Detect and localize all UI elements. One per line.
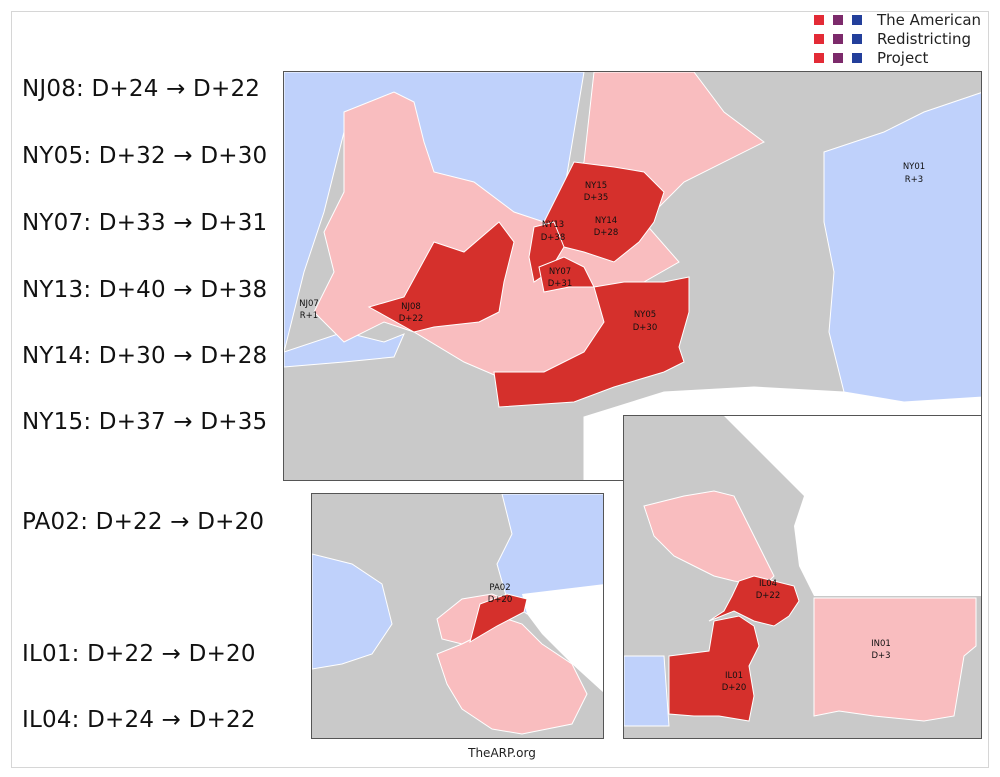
district-ny15-ny14 [543,161,665,263]
district-il-blue [624,655,670,727]
label-pa02-name: PA02 [489,583,510,593]
label-ny05-lean: D+30 [633,323,657,333]
chicago-map-svg: IL04 D+22 IL01 D+20 IN01 D+3 [624,416,981,738]
label-il04-lean: D+22 [756,591,780,601]
district-il04 [708,575,800,627]
label-il01-lean: D+20 [722,683,746,693]
logo-square-red [814,34,824,44]
label-pa02-lean: D+20 [488,595,512,605]
district-in01 [813,597,977,722]
label-ny14-name: NY14 [595,216,617,226]
label-in01-lean: D+3 [871,651,890,661]
arp-logo: The American Redistricting Project [810,10,995,70]
label-ny15-name: NY15 [585,181,607,191]
district-pa02 [469,593,528,644]
image-frame [11,11,989,768]
label-nj08-name: NJ08 [401,302,421,312]
label-ny05-name: NY05 [634,310,656,320]
label-ny14-lean: D+28 [594,228,618,238]
change-ny14: NY14: D+30 → D+28 [22,343,268,369]
district-pa-blue-w [312,553,393,670]
river-water [522,584,603,693]
logo-square-blue [852,53,862,63]
footer-site: TheARP.org [468,746,536,760]
logo-square-blue [852,34,862,44]
change-nj08: NJ08: D+24 → D+22 [22,76,261,102]
logo-square-blue [852,15,862,25]
change-il01: IL01: D+22 → D+20 [22,641,256,667]
label-ny07-name: NY07 [549,267,571,277]
district-nj08 [367,221,515,333]
logo-square-purple [833,34,843,44]
label-ny07-lean: D+31 [548,279,572,289]
logo-text-line-1: The American [877,11,982,29]
district-ny07 [538,256,595,293]
district-ny05 [493,276,690,408]
pa-map: PA02 D+20 [311,493,604,739]
district-il-light [643,490,775,587]
logo-square-red [814,53,824,63]
label-il04-name: IL04 [759,579,777,589]
district-ny01 [823,92,981,403]
label-ny15-lean: D+35 [584,193,608,203]
label-nj07-name: NJ07 [299,299,319,309]
label-ny13-lean: D+38 [541,233,565,243]
label-nj07-lean: R+1 [300,311,318,321]
change-ny05: NY05: D+32 → D+30 [22,143,268,169]
logo-text-line-3: Project [877,49,929,67]
change-il04: IL04: D+24 → D+22 [22,707,256,733]
change-ny13: NY13: D+40 → D+38 [22,277,268,303]
change-ny07: NY07: D+33 → D+31 [22,210,268,236]
logo-square-purple [833,53,843,63]
district-il01 [668,615,760,722]
change-pa02: PA02: D+22 → D+20 [22,509,265,535]
chicago-map: IL04 D+22 IL01 D+20 IN01 D+3 [623,415,982,739]
label-nj08-lean: D+22 [399,314,423,324]
label-in01-name: IN01 [871,639,891,649]
label-ny01-name: NY01 [903,162,925,172]
label-ny13-name: NY13 [542,220,564,230]
pa-map-svg: PA02 D+20 [312,494,603,738]
label-ny01-lean: R+3 [905,175,923,185]
logo-text-line-2: Redistricting [877,30,972,48]
logo-square-purple [833,15,843,25]
change-ny15: NY15: D+37 → D+35 [22,409,268,435]
lake-michigan [724,416,981,596]
label-il01-name: IL01 [725,671,743,681]
logo-square-red [814,15,824,25]
